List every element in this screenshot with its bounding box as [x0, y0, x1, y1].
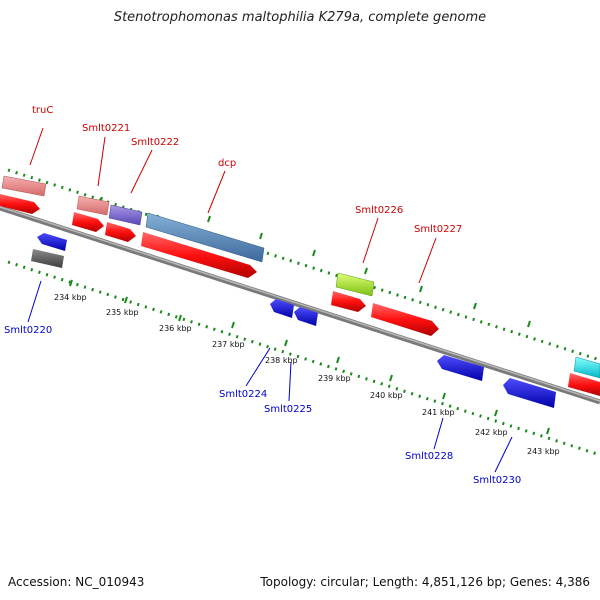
- Smlt0226-bar[interactable]: [335, 272, 375, 297]
- scale-label: 241 kbp: [422, 408, 455, 417]
- gene-label-truC[interactable]: truC: [32, 105, 53, 116]
- gray-bar[interactable]: [31, 249, 64, 268]
- forward-gene-arrow[interactable]: [331, 291, 366, 312]
- forward-gene-arrow[interactable]: [105, 222, 136, 242]
- gene-label-Smlt0224[interactable]: Smlt0224: [219, 389, 267, 400]
- reverse-gene-labels: Smlt0220 Smlt0224 Smlt0225 Smlt0228 Smlt…: [4, 325, 521, 486]
- cyan-bar[interactable]: [573, 356, 600, 379]
- gene-label-Smlt0228[interactable]: Smlt0228: [405, 451, 453, 462]
- gene-label-Smlt0220[interactable]: Smlt0220: [4, 325, 52, 336]
- gene-label-Smlt0221[interactable]: Smlt0221: [82, 123, 130, 134]
- forward-gene-arrow[interactable]: [141, 232, 257, 278]
- accession-text: Accession: NC_010943: [8, 575, 145, 589]
- reverse-gene-arrow[interactable]: [437, 355, 484, 381]
- genome-summary-text: Topology: circular; Length: 4,851,126 bp…: [260, 575, 590, 589]
- reverse-label-lines: [27, 280, 513, 473]
- scale-label: 239 kbp: [318, 374, 351, 383]
- scale-label: 240 kbp: [370, 391, 403, 400]
- reverse-genes: [31, 233, 556, 408]
- map-title: Stenotrophomonas maltophilia K279a, comp…: [113, 10, 487, 25]
- reverse-gene-arrow[interactable]: [270, 299, 294, 318]
- reverse-gene-arrow[interactable]: [294, 307, 318, 326]
- dcp-bar[interactable]: [145, 212, 265, 263]
- gene-label-Smlt0230[interactable]: Smlt0230: [473, 475, 521, 486]
- inner-major-ticks: [69, 279, 550, 435]
- forward-gene-labels: truC Smlt0221 Smlt0222 dcp Smlt0226 Smlt…: [32, 105, 462, 235]
- forward-gene-arrow[interactable]: [0, 194, 40, 214]
- gene-label-Smlt0225[interactable]: Smlt0225: [264, 404, 312, 415]
- gene-label-Smlt0226[interactable]: Smlt0226: [355, 205, 403, 216]
- scale-label: 242 kbp: [475, 428, 508, 437]
- Smlt0222-bar[interactable]: [108, 204, 143, 226]
- scale-labels: 234 kbp 235 kbp 236 kbp 237 kbp 238 kbp …: [54, 293, 560, 456]
- gene-label-Smlt0222[interactable]: Smlt0222: [131, 137, 179, 148]
- truC-bar[interactable]: [1, 175, 47, 197]
- forward-gene-arrow[interactable]: [568, 373, 600, 396]
- inner-scale-track: [7, 260, 600, 457]
- forward-gene-arrow[interactable]: [371, 303, 439, 336]
- reverse-gene-arrow[interactable]: [503, 378, 556, 408]
- genome-backbone: [0, 205, 600, 405]
- scale-label: 243 kbp: [527, 447, 560, 456]
- forward-genes: [0, 175, 600, 396]
- Smlt0221-bar[interactable]: [76, 195, 110, 216]
- outer-scale-track: [7, 168, 600, 362]
- reverse-gene-arrow[interactable]: [37, 233, 67, 251]
- gene-label-Smlt0227[interactable]: Smlt0227: [414, 224, 462, 235]
- scale-label: 234 kbp: [54, 293, 87, 302]
- scale-label: 238 kbp: [265, 356, 298, 365]
- forward-label-lines: [29, 127, 437, 284]
- scale-label: 235 kbp: [106, 308, 139, 317]
- genome-backbone-highlight: [0, 206, 600, 402]
- scale-label: 237 kbp: [212, 340, 245, 349]
- scale-label: 236 kbp: [159, 324, 192, 333]
- forward-gene-arrow[interactable]: [72, 212, 104, 232]
- gene-label-dcp[interactable]: dcp: [218, 158, 236, 169]
